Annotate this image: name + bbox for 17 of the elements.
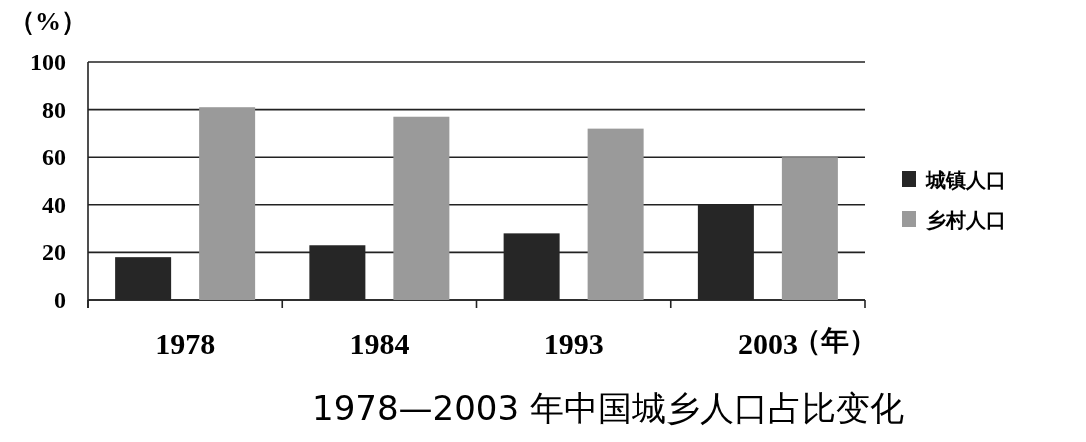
y-tick-label: 60 [42,144,66,171]
y-tick-label: 20 [42,239,66,266]
text: 1978—2003 年中国城乡人口占比变化 [312,388,904,428]
y-axis-title: （%） [9,7,87,36]
x-tick-label: 1978 [155,327,216,360]
x-tick-label: 1984 [349,327,410,360]
y-tick-label: 0 [54,287,66,313]
y-tick-label: 40 [42,191,66,218]
y-tick-label: 80 [42,96,66,123]
legend-label: 城镇人口 [925,169,1006,191]
bar [781,157,838,300]
x-tick-label: 1993 [543,327,604,360]
y-tick-label: 100 [30,49,66,75]
bar [199,107,256,300]
bar [587,128,644,300]
legend-label: 乡村人口 [926,209,1006,231]
bar [393,116,450,300]
